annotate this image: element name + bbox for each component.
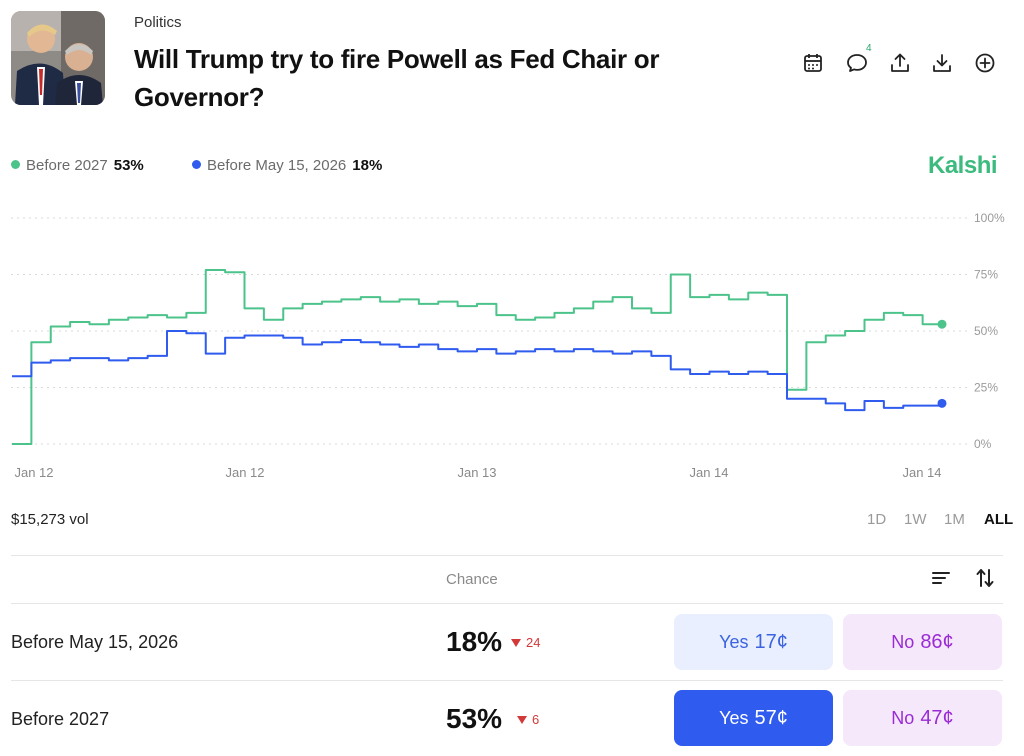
kalshi-logo[interactable]: Kalshi	[928, 152, 998, 179]
outcome-chance: 53%	[446, 703, 503, 734]
market-row-before-2027: Before 2027 53% 6 Yes 57¢ No 47¢	[0, 681, 1024, 755]
x-tick-label: Jan 12	[14, 465, 53, 480]
market-title: Will Trump try to fire Powell as Fed Cha…	[134, 44, 660, 112]
chart-y-axis: 100% 75% 50% 25% 0%	[974, 211, 1005, 451]
buy-no-button[interactable]: No 47¢	[843, 690, 1002, 746]
down-arrow-icon	[517, 716, 527, 724]
sort-lines-icon	[932, 572, 950, 584]
outcome-chance: 18%	[446, 626, 503, 657]
series-line-0[interactable]	[12, 268, 942, 445]
market-header: Politics Will Trump try to fire Powell a…	[0, 0, 1024, 130]
market-row-before-may-15-2026: Before May 15, 2026 18% 24 Yes 17¢ No 86¢	[0, 604, 1024, 678]
chance-delta-value: 24	[526, 635, 541, 650]
legend-value: 18%	[352, 157, 383, 174]
down-arrow-icon	[511, 639, 521, 647]
x-tick-label: Jan 14	[902, 465, 941, 480]
market-thumbnail[interactable]	[11, 11, 105, 105]
y-tick-label: 75%	[974, 268, 998, 282]
y-tick-label: 0%	[974, 437, 992, 451]
divider	[11, 603, 1003, 604]
range-1d-button[interactable]: 1D	[867, 511, 887, 528]
calendar-button[interactable]	[800, 50, 826, 76]
time-range-selector: 1D 1W 1M ALL	[860, 511, 1020, 531]
outcome-label: Before May 15, 2026	[11, 632, 179, 652]
sort-order-button[interactable]	[974, 567, 996, 589]
chance-delta: 6	[517, 712, 539, 727]
comment-icon	[847, 54, 867, 72]
legend-dot-green	[11, 160, 20, 169]
volume-text: $15,273 vol	[11, 511, 89, 528]
no-price: 86¢	[920, 630, 954, 653]
divider	[11, 555, 1003, 556]
y-tick-label: 50%	[974, 324, 998, 338]
y-tick-label: 100%	[974, 211, 1005, 225]
chart-x-axis: Jan 12 Jan 12 Jan 13 Jan 14 Jan 14	[14, 465, 941, 480]
market-category[interactable]: Politics	[134, 14, 182, 31]
x-tick-label: Jan 14	[689, 465, 728, 480]
download-icon	[933, 54, 951, 72]
download-button[interactable]	[929, 50, 955, 76]
comment-count-badge: 4	[866, 43, 872, 54]
divider	[11, 680, 1003, 681]
legend-item-before-2027[interactable]: Before 2027 53%	[11, 157, 144, 174]
legend-label: Before May 15, 2026	[207, 157, 347, 174]
series-endpoint-0	[937, 319, 947, 329]
yes-price: 17¢	[754, 630, 788, 653]
chance-delta: 24	[511, 635, 540, 650]
chart-series	[12, 268, 947, 445]
x-tick-label: Jan 12	[225, 465, 264, 480]
no-label: No	[891, 631, 915, 652]
add-circle-icon	[975, 53, 995, 73]
no-price: 47¢	[920, 706, 954, 729]
range-all-button[interactable]: ALL	[984, 511, 1014, 528]
yes-label: Yes	[719, 707, 749, 728]
x-tick-label: Jan 13	[457, 465, 496, 480]
sort-button[interactable]	[930, 567, 952, 589]
yes-label: Yes	[719, 631, 749, 652]
legend-value: 53%	[113, 157, 144, 174]
price-history-chart[interactable]: 100% 75% 50% 25% 0% Jan 12 Jan 12 Jan 13 Jan 14…	[0, 200, 1024, 490]
calendar-icon	[804, 54, 822, 72]
y-tick-label: 25%	[974, 381, 998, 395]
chance-column-header: Chance	[446, 571, 498, 588]
buy-no-button[interactable]: No 86¢	[843, 614, 1002, 670]
range-1w-button[interactable]: 1W	[904, 511, 927, 528]
share-button[interactable]	[887, 50, 913, 76]
legend-item-before-may-15-2026[interactable]: Before May 15, 2026 18%	[192, 157, 382, 174]
buy-yes-button[interactable]: Yes 57¢	[674, 690, 833, 746]
yes-price: 57¢	[754, 706, 788, 729]
comments-button[interactable]: 4	[844, 43, 872, 76]
add-button[interactable]	[972, 50, 998, 76]
chance-delta-value: 6	[532, 712, 540, 727]
legend-dot-blue	[192, 160, 201, 169]
share-icon	[891, 53, 909, 72]
market-thumbnail-image	[11, 11, 105, 105]
series-line-1[interactable]	[12, 330, 943, 412]
series-endpoint-1	[937, 398, 947, 408]
outcome-label: Before 2027	[11, 709, 110, 729]
legend-label: Before 2027	[26, 157, 108, 174]
sort-arrows-icon	[976, 569, 994, 587]
chart-grid	[11, 217, 968, 445]
no-label: No	[891, 707, 915, 728]
buy-yes-button[interactable]: Yes 17¢	[674, 614, 833, 670]
range-1m-button[interactable]: 1M	[944, 511, 965, 528]
